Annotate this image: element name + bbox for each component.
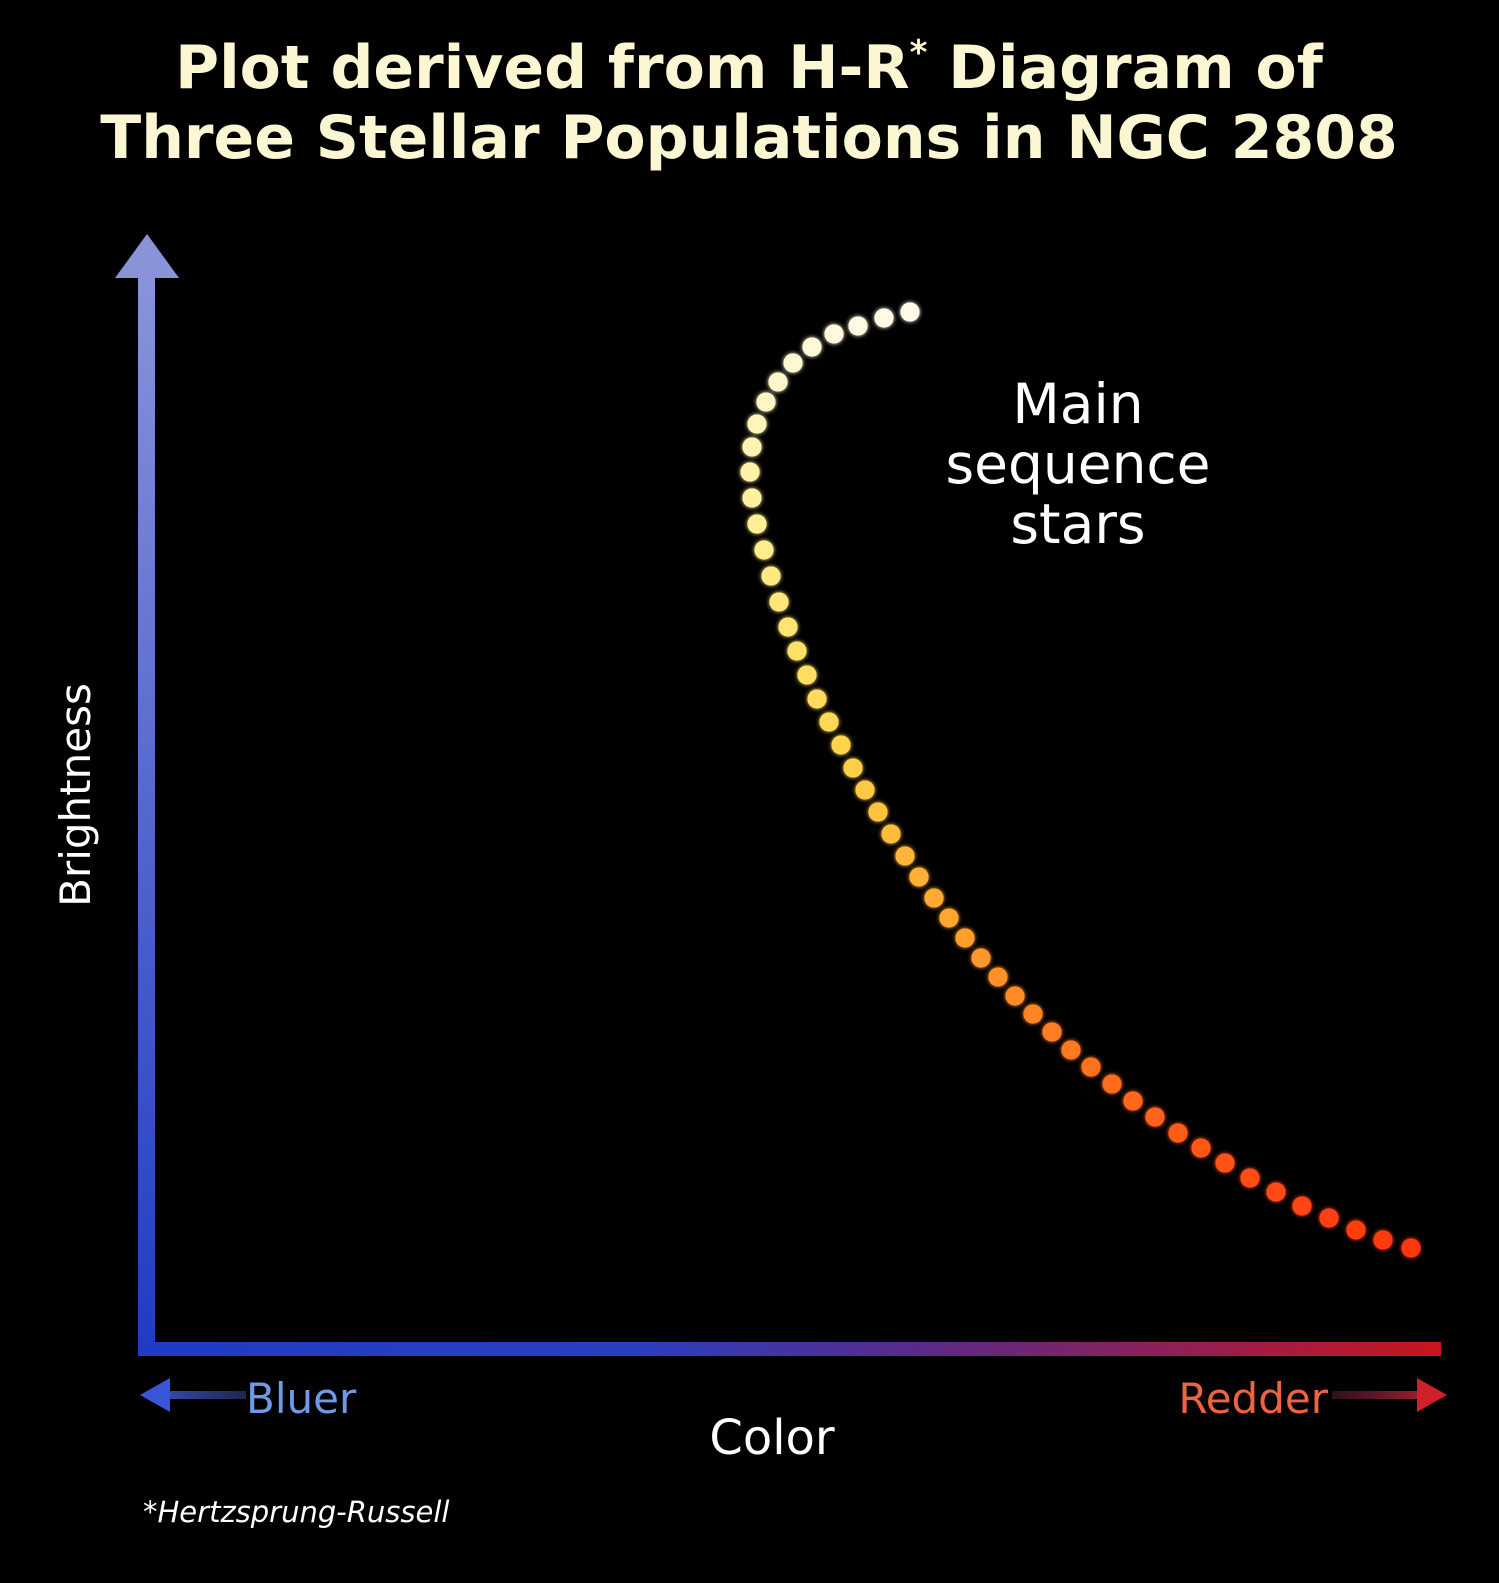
bluer-arrowhead: [140, 1378, 170, 1412]
star-point-series1-36: [1042, 1022, 1062, 1042]
main-sequence-annotation-line1: Main: [1012, 372, 1143, 436]
star-point-series1-20: [807, 689, 827, 709]
star-point-series1-18: [787, 641, 807, 661]
star-point-series1-35: [1023, 1004, 1043, 1024]
redder-arrow-shaft: [1332, 1391, 1420, 1399]
title-line1-end: Diagram of: [927, 33, 1323, 103]
star-point-series1-17: [778, 617, 798, 637]
y-axis-bar: [138, 276, 155, 1348]
star-point-series1-42: [1168, 1123, 1188, 1143]
main-sequence-annotation-line3: stars: [1010, 492, 1145, 556]
star-point-series1-30: [939, 908, 959, 928]
x-axis-redder-label: Redder: [1178, 1374, 1328, 1423]
x-axis-label: Color: [709, 1410, 835, 1466]
star-point-series1-22: [831, 735, 851, 755]
star-point-series1-47: [1292, 1196, 1312, 1216]
star-point-series1-37: [1061, 1040, 1081, 1060]
main-sequence-annotation-line2: sequence: [945, 432, 1210, 496]
star-point-series1-15: [761, 566, 781, 586]
star-point-series1-31: [955, 928, 975, 948]
star-point-series1-6: [783, 353, 803, 373]
star-point-series1-9: [747, 414, 767, 434]
star-point-series1-38: [1081, 1057, 1101, 1077]
star-point-series1-4: [824, 324, 844, 344]
star-point-series1-7: [768, 372, 788, 392]
star-point-series1-23: [843, 758, 863, 778]
star-point-series1-32: [971, 948, 991, 968]
star-point-series1-45: [1240, 1168, 1260, 1188]
y-axis-label: Brightness: [51, 683, 100, 907]
star-point-series1-3: [848, 316, 868, 336]
star-point-series1-14: [754, 540, 774, 560]
star-point-series1-46: [1266, 1182, 1286, 1202]
star-point-series1-16: [769, 592, 789, 612]
star-point-series1-27: [895, 846, 915, 866]
star-point-series1-28: [909, 867, 929, 887]
star-point-series1-21: [819, 712, 839, 732]
title-line1-text: Plot derived from H-R: [175, 33, 909, 103]
footnote: *Hertzsprung-Russell: [143, 1495, 449, 1529]
star-point-series1-41: [1145, 1107, 1165, 1127]
star-point-series1-40: [1123, 1091, 1143, 1111]
star-point-series1-11: [740, 462, 760, 482]
star-point-series1-34: [1005, 986, 1025, 1006]
x-axis-bar: [138, 1342, 1441, 1356]
bluer-arrow-shaft: [168, 1391, 246, 1399]
star-point-series1-13: [747, 514, 767, 534]
star-point-series1-39: [1102, 1074, 1122, 1094]
star-point-series1-12: [742, 488, 762, 508]
star-point-series1-1: [900, 302, 920, 322]
star-point-series1-48: [1319, 1208, 1339, 1228]
star-point-series1-26: [881, 824, 901, 844]
star-point-series1-25: [868, 802, 888, 822]
star-point-series1-10: [742, 437, 762, 457]
star-point-series1-49: [1346, 1220, 1366, 1240]
x-axis-bluer-label: Bluer: [246, 1374, 357, 1423]
redder-arrowhead: [1417, 1378, 1447, 1412]
chart-title-line2: Three Stellar Populations in NGC 2808: [100, 103, 1397, 173]
star-point-series1-5: [802, 337, 822, 357]
star-point-series1-2: [874, 308, 894, 328]
star-point-series1-44: [1215, 1153, 1235, 1173]
star-point-series1-19: [797, 665, 817, 685]
star-point-series1-29: [924, 888, 944, 908]
y-axis-arrowhead: [115, 234, 179, 278]
star-point-series1-8: [756, 392, 776, 412]
star-point-series1-43: [1191, 1138, 1211, 1158]
title-superscript: *: [910, 33, 928, 73]
chart-title-line1: Plot derived from H-R* Diagram of: [175, 33, 1324, 103]
star-point-series1-51: [1401, 1238, 1421, 1258]
star-point-series1-33: [988, 967, 1008, 987]
star-points-layer: [740, 302, 1421, 1258]
star-point-series1-24: [855, 780, 875, 800]
star-point-series1-50: [1373, 1230, 1393, 1250]
